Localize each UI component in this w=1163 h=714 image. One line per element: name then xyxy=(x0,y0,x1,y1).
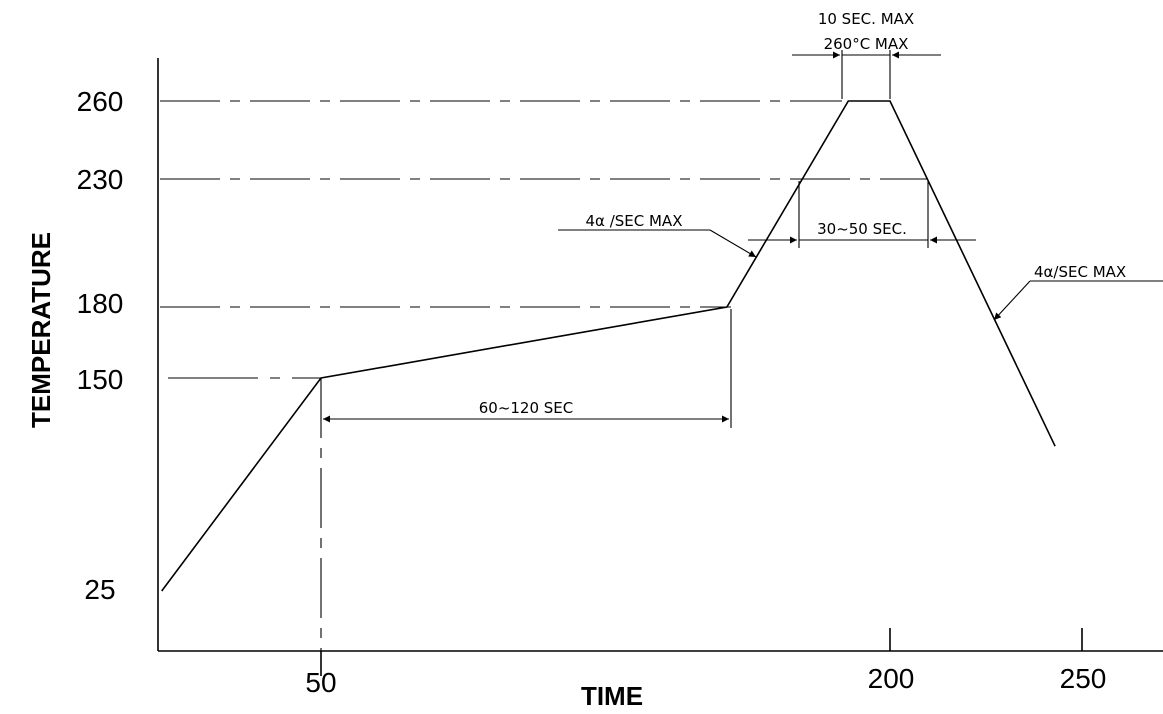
y-tick-label: 260 xyxy=(77,86,124,117)
tal-label: 30~50 SEC. xyxy=(817,220,907,238)
ramp-down-label: 4α/SEC MAX xyxy=(1034,263,1126,281)
temperature-profile-line xyxy=(161,100,1056,592)
y-tick-label: 25 xyxy=(84,574,115,605)
x-tick-label: 250 xyxy=(1060,663,1107,694)
y-tick-label: 150 xyxy=(77,364,124,395)
x-tick-label: 200 xyxy=(868,663,915,694)
peak-time-label: 10 SEC. MAX xyxy=(818,10,914,28)
ramp-up-label: 4α /SEC MAX xyxy=(586,212,683,230)
y-axis-title: TEMPERATURE xyxy=(26,232,56,428)
y-tick-label: 230 xyxy=(77,164,124,195)
x-axis-title: TIME xyxy=(581,681,643,711)
ramp-down-leader xyxy=(993,280,1031,321)
ramp-up-leader xyxy=(709,229,757,258)
peak-temp-label: 260°C MAX xyxy=(824,35,909,53)
x-tick-label: 50 xyxy=(305,667,336,698)
y-tick-label: 180 xyxy=(77,288,124,319)
soak-time-label: 60~120 SEC xyxy=(479,399,574,417)
